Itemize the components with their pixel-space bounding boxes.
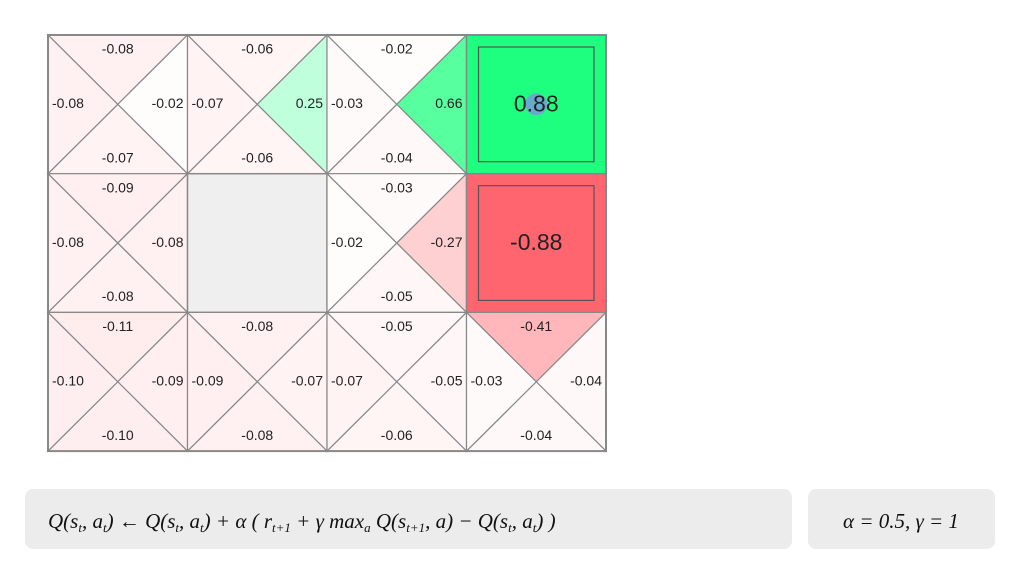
grid-border [47, 34, 607, 453]
q-value: -0.08 [52, 95, 84, 111]
subscript: t+1 [272, 520, 291, 535]
q-value: -0.41 [520, 318, 552, 334]
q-value: -0.03 [471, 372, 503, 388]
q-value: -0.27 [431, 234, 463, 250]
q-value: -0.11 [102, 318, 133, 334]
formula-part: Q(s [48, 509, 78, 533]
q-value: -0.03 [331, 95, 363, 111]
terminal-value: 0.88 [514, 90, 559, 116]
q-value: -0.09 [152, 372, 184, 388]
q-value: -0.06 [381, 427, 413, 443]
q-value: -0.09 [102, 179, 134, 195]
q-triangle [326, 33, 398, 176]
q-value: -0.02 [331, 234, 363, 250]
formula-part: + γ max [291, 509, 365, 533]
update-formula: Q(st, at) ← Q(st, at) + α ( rt+1 + γ max… [48, 509, 556, 535]
q-value: 0.25 [296, 95, 323, 111]
q-value: -0.05 [381, 288, 413, 304]
parameters-box [808, 489, 995, 549]
formula-part: , a) − Q(s [425, 509, 508, 533]
q-value: -0.09 [192, 372, 224, 388]
subscript: t [78, 520, 82, 535]
subscript: t [103, 520, 107, 535]
parameters: α = 0.5, γ = 1 [843, 509, 959, 533]
q-value: -0.07 [192, 95, 224, 111]
q-value: -0.07 [331, 372, 363, 388]
formula-part: ) ← Q(s [106, 509, 176, 533]
q-triangle [326, 310, 398, 453]
q-value: 0.66 [435, 95, 462, 111]
q-value: -0.04 [520, 427, 552, 443]
wall-cell [186, 172, 328, 314]
subscript: t [533, 520, 537, 535]
q-value: -0.07 [102, 149, 134, 165]
formula-part: , a [82, 509, 103, 533]
formula-part: ) + α ( r [203, 509, 273, 533]
formula-part: , a [512, 509, 533, 533]
q-value: -0.10 [52, 372, 84, 388]
q-value: -0.08 [52, 234, 84, 250]
formula-part: Q(s [371, 509, 407, 533]
q-value: -0.03 [381, 179, 413, 195]
subscript: t [200, 520, 204, 535]
q-triangle [186, 310, 259, 453]
terminal-value: -0.88 [510, 229, 562, 255]
formula-box [25, 489, 792, 549]
formula-part: ) ) [535, 509, 555, 533]
terminal-cell [465, 172, 607, 314]
subscript: a [364, 520, 371, 535]
q-value: -0.08 [152, 234, 184, 250]
agent [525, 93, 548, 116]
formula-part: , a [179, 509, 200, 533]
q-value: -0.05 [381, 318, 413, 334]
q-triangle [186, 33, 259, 176]
q-value: -0.06 [241, 149, 273, 165]
q-triangle [326, 172, 398, 314]
q-value: -0.06 [241, 41, 273, 57]
q-triangle [465, 310, 538, 453]
q-value: -0.07 [291, 372, 323, 388]
q-value: -0.08 [241, 427, 273, 443]
q-value: -0.04 [381, 149, 413, 165]
subscript: t [175, 520, 179, 535]
q-value: -0.08 [102, 41, 134, 57]
q-value: -0.08 [241, 318, 273, 334]
q-value: -0.04 [570, 372, 602, 388]
terminal-inner [477, 185, 595, 301]
subscript: t+1 [406, 520, 425, 535]
q-value: -0.05 [431, 372, 463, 388]
q-value: -0.08 [102, 288, 134, 304]
q-value: -0.02 [152, 95, 184, 111]
terminal-inner [477, 46, 595, 163]
q-value: -0.02 [381, 41, 413, 57]
q-value: -0.10 [102, 427, 134, 443]
subscript: t [508, 520, 512, 535]
